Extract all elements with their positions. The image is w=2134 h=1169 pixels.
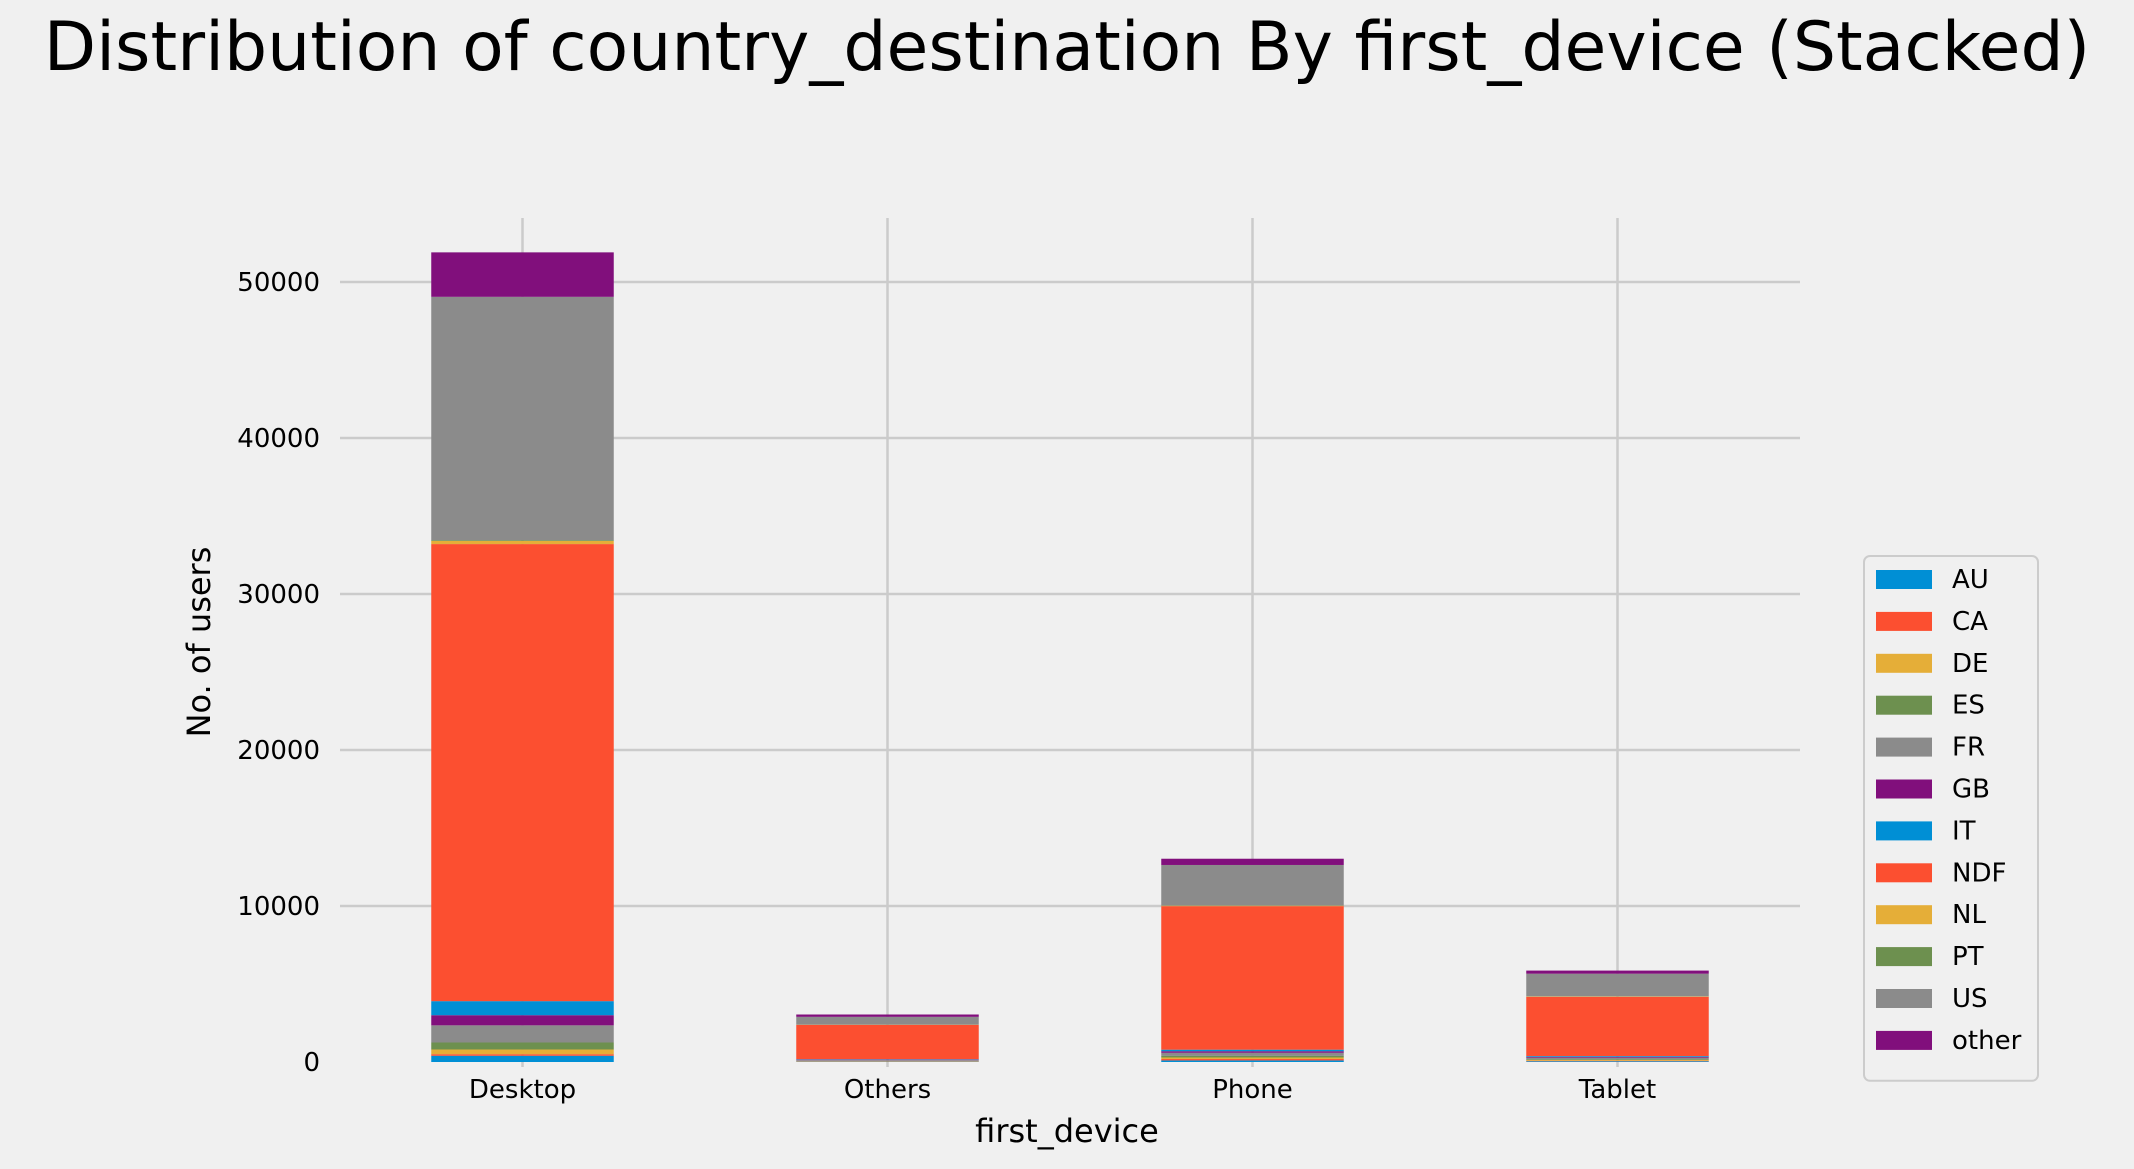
- chart-title: Distribution of country_destination By f…: [43, 8, 2091, 87]
- legend-label: DE: [1952, 649, 1988, 679]
- y-tick-label: 40000: [237, 424, 320, 454]
- legend-swatch: [1876, 779, 1932, 799]
- bar-segment-desktop-other: [431, 252, 614, 297]
- bar-segment-tablet-fr: [1526, 1057, 1709, 1060]
- x-tick-label: Others: [844, 1075, 931, 1105]
- y-tick-label: 0: [303, 1048, 320, 1078]
- bar-segment-tablet-gb: [1526, 1056, 1709, 1058]
- bar-segment-phone-es: [1161, 1055, 1344, 1058]
- bar-segment-desktop-es: [431, 1042, 614, 1050]
- y-tick-label: 50000: [237, 268, 320, 298]
- bar-segment-desktop-pt: [431, 540, 614, 541]
- legend-label: CA: [1952, 607, 1988, 637]
- y-tick-label: 30000: [237, 580, 320, 610]
- bar-segment-tablet-au: [1526, 1061, 1709, 1062]
- legend-swatch: [1876, 863, 1932, 883]
- legend-swatch: [1876, 905, 1932, 925]
- bar-segment-phone-it: [1161, 1049, 1344, 1052]
- bar-segment-tablet-other: [1526, 970, 1709, 974]
- legend-label: NL: [1952, 900, 1986, 930]
- legend-swatch: [1876, 947, 1932, 967]
- bar-segment-others-fr: [796, 1060, 979, 1061]
- bar-segment-phone-ndf: [1161, 906, 1344, 1050]
- x-tick-label: Desktop: [469, 1075, 576, 1105]
- bar-segment-phone-fr: [1161, 1052, 1344, 1056]
- bar-segment-desktop-de: [431, 1049, 614, 1055]
- y-tick-label: 20000: [237, 736, 320, 766]
- x-tick-label: Phone: [1212, 1075, 1293, 1105]
- y-tick-label: 10000: [237, 892, 320, 922]
- legend-label: AU: [1952, 565, 1989, 595]
- bar-segment-desktop-ndf: [431, 544, 614, 1002]
- bar-segment-desktop-au: [431, 1055, 614, 1062]
- bar-segment-tablet-ndf: [1526, 996, 1709, 1057]
- legend-label: FR: [1952, 733, 1985, 763]
- bar-segment-phone-us: [1161, 864, 1344, 906]
- bar-segment-others-us: [796, 1016, 979, 1025]
- bar-segment-others-other: [796, 1014, 979, 1017]
- bar-segment-phone-ca: [1161, 1059, 1344, 1061]
- legend-swatch: [1876, 737, 1932, 757]
- legend-label: IT: [1952, 816, 1976, 846]
- x-tick-labels: Desktop Others Phone Tablet: [469, 1075, 1656, 1105]
- bar-stacks: [431, 252, 1709, 1062]
- x-tick-label: Tablet: [1578, 1075, 1656, 1105]
- bar-segment-desktop-it: [431, 1001, 614, 1016]
- bar-segment-desktop-nl: [431, 540, 614, 545]
- bar-segment-tablet-it: [1526, 1056, 1709, 1057]
- legend-label: ES: [1952, 691, 1985, 721]
- bar-segment-tablet-de: [1526, 1059, 1709, 1061]
- legend-swatch: [1876, 570, 1932, 589]
- legend-swatch: [1876, 611, 1932, 631]
- y-tick-labels: 0 10000 20000 30000 40000 50000: [237, 268, 320, 1078]
- legend-label: PT: [1952, 942, 1984, 972]
- legend-label: GB: [1952, 775, 1990, 805]
- bar-segment-phone-gb: [1161, 1051, 1344, 1053]
- bar-segment-others-ndf: [796, 1024, 979, 1060]
- bar-segment-desktop-gb: [431, 1015, 614, 1026]
- legend-label: US: [1952, 984, 1988, 1014]
- y-axis-label: No. of users: [180, 547, 218, 738]
- legend-label: other: [1952, 1026, 2022, 1056]
- legend-swatch: [1876, 653, 1932, 673]
- legend-swatch: [1876, 695, 1932, 715]
- bar-segment-phone-au: [1161, 1060, 1344, 1062]
- bar-segment-phone-other: [1161, 858, 1344, 865]
- bar-segment-tablet-us: [1526, 973, 1709, 997]
- legend-swatch: [1876, 989, 1932, 1008]
- legend-swatch: [1876, 1030, 1932, 1050]
- legend-swatch: [1876, 821, 1932, 841]
- legend: AU CA DE ES FR GB IT NDF NL PT US other: [1863, 555, 2039, 1082]
- bar-segment-phone-de: [1161, 1057, 1344, 1060]
- bar-segment-desktop-ca: [431, 1054, 614, 1056]
- legend-label: NDF: [1952, 858, 2006, 888]
- bar-segment-tablet-es: [1526, 1059, 1709, 1060]
- bar-segment-desktop-fr: [431, 1025, 614, 1043]
- bar-segment-desktop-us: [431, 296, 614, 541]
- x-axis-label: first_device: [975, 1112, 1159, 1150]
